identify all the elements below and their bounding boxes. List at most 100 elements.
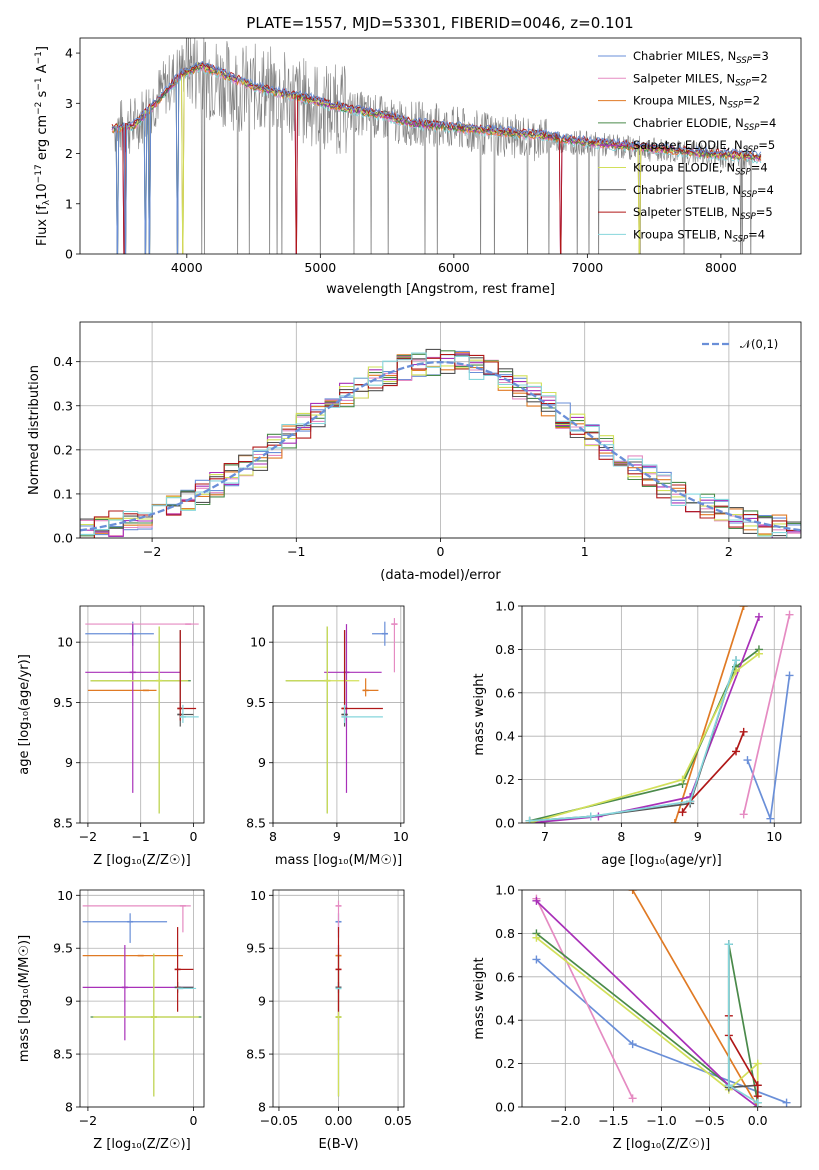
plus-marker (766, 814, 775, 823)
plus-marker (628, 1094, 637, 1103)
weight-line-8 (529, 660, 737, 822)
plot-area-age_vs_Z (85, 621, 199, 814)
y-tick-label: 0.4 (495, 729, 515, 744)
axes-frame (79, 321, 802, 539)
plus-marker (732, 747, 741, 756)
y-tick-label: 0.2 (495, 772, 515, 787)
plot-area-mass_vs_Z (82, 905, 202, 1097)
x-tick-label: 0 (189, 829, 197, 844)
plus-marker (753, 1098, 762, 1107)
y-axis-label: mass weight (472, 673, 487, 755)
y-tick-label: 0.2 (53, 442, 73, 457)
plus-marker (754, 612, 763, 621)
axes-frame (272, 605, 405, 824)
x-tick-label: 8 (269, 829, 277, 844)
axes-massweight_vs_Z: −2.0 −1.5 −1.0 −0.5 0.0 0.0 0.2 0.4 0.6 0.8 1.0 Z [… (472, 883, 802, 1152)
y-tick-label: 10 (250, 888, 266, 903)
plus-marker (743, 756, 752, 765)
plus-marker (532, 933, 541, 942)
x-tick-label: 8 (617, 829, 625, 844)
plus-marker (628, 890, 637, 894)
y-axis-label: mass weight (472, 957, 487, 1039)
x-axis-label: Z [log₁₀(Z/Z☉)] (93, 1137, 190, 1152)
plus-marker (785, 671, 794, 680)
x-tick-label: −2.0 (550, 1113, 580, 1128)
axes-age_vs_Z: −2 −1 0 8.5 9 9.5 10 Z [log₁₀(Z/Z☉)] age [log₁₀(… (17, 605, 205, 868)
plus-marker (686, 797, 695, 806)
x-tick-label: −0.5 (694, 1113, 724, 1128)
y-tick-label: 0.6 (495, 969, 515, 984)
plus-marker (739, 810, 748, 819)
plus-marker (724, 1081, 733, 1090)
y-tick-label: 1.0 (495, 599, 515, 614)
y-tick-label: 9.5 (246, 941, 266, 956)
x-tick-label: 0.0 (748, 1113, 768, 1128)
plus-marker (753, 1059, 762, 1068)
axes-frame (79, 889, 205, 1108)
x-tick-label: 4000 (171, 260, 203, 275)
legend-label: Chabrier MILES, NSSP=3 (633, 49, 769, 66)
axes-massweight_vs_age: 7 8 9 10 0.0 0.2 0.4 0.6 0.8 1.0 age [log₁₀(age/yr… (472, 599, 802, 868)
x-tick-label: 7000 (571, 260, 603, 275)
weight-line-1 (742, 614, 791, 815)
axes-frame (272, 889, 405, 1108)
x-axis-label: E(B-V) (318, 1137, 358, 1152)
plot-area-residual_hist (80, 348, 801, 538)
x-tick-label: 2 (725, 544, 733, 559)
y-tick-label: 0.2 (495, 1056, 515, 1071)
y-tick-label: 1.0 (495, 883, 515, 898)
normal-pdf-curve (80, 360, 801, 532)
y-tick-label: 9 (258, 994, 266, 1009)
x-tick-label: 0.00 (325, 1113, 353, 1128)
x-tick-label: 9 (694, 829, 702, 844)
model-line-0 (111, 61, 762, 254)
x-tick-label: 10 (766, 829, 782, 844)
x-tick-label: −2 (79, 829, 97, 844)
x-tick-label: 9 (333, 829, 341, 844)
y-tick-label: 3 (65, 96, 73, 111)
weight-line-2 (674, 606, 745, 823)
y-tick-label: 10 (57, 635, 73, 650)
x-tick-label: 10 (393, 829, 409, 844)
y-tick-label: 8 (65, 1100, 73, 1115)
x-axis-label: Z [log₁₀(Z/Z☉)] (613, 1137, 710, 1152)
x-tick-label: −1.5 (598, 1113, 628, 1128)
weight-line-2 (631, 890, 759, 1107)
y-tick-label: 0.8 (495, 926, 515, 941)
y-tick-label: 9.5 (246, 695, 266, 710)
plus-marker (753, 1081, 762, 1090)
y-tick-label: 0.0 (53, 531, 73, 546)
x-axis-label: age [log₁₀(age/yr)] (601, 853, 722, 868)
y-axis-label: Flux [fλ10−17 erg cm−2 s−1 A−1] (34, 46, 52, 246)
x-axis-label: Z [log₁₀(Z/Z☉)] (93, 853, 190, 868)
axes-mass_vs_ebv: −0.05 0.00 0.05 8 8.5 9 9.5 10 E(B-V) (246, 888, 412, 1152)
histogram-steps-7 (80, 353, 801, 538)
y-tick-label: 0.0 (495, 816, 515, 831)
plus-marker (678, 775, 687, 784)
plus-marker (678, 808, 687, 817)
y-tick-label: 0.8 (495, 642, 515, 657)
x-tick-label: −1 (131, 829, 149, 844)
y-tick-label: 8.5 (53, 1047, 73, 1062)
y-tick-label: 8 (258, 1100, 266, 1115)
legend-label: 𝒩(0,1) (740, 337, 778, 351)
y-axis-label: age [log₁₀(age/yr)] (17, 654, 32, 775)
plus-marker (724, 940, 733, 949)
x-axis-label: (data-model)/error (380, 568, 501, 583)
x-tick-label: −2 (143, 544, 161, 559)
x-tick-label: −1 (287, 544, 305, 559)
y-tick-label: 8.5 (53, 816, 73, 831)
y-tick-label: 0 (65, 247, 73, 262)
y-tick-label: 10 (250, 635, 266, 650)
x-axis-label: wavelength [Angstrom, rest frame] (326, 282, 555, 297)
axes-residual_hist: −2 −1 0 1 2 0.0 0.1 0.2 0.3 0.4 (data-model)/error… (27, 321, 802, 583)
plus-marker (586, 812, 595, 821)
y-tick-label: 9 (258, 755, 266, 770)
plus-marker (670, 819, 679, 823)
plus-marker (785, 610, 794, 619)
plus-marker (782, 1098, 791, 1107)
x-axis-label: mass [log₁₀(M/M☉)] (275, 853, 402, 868)
plot-area-massweight_vs_age (525, 606, 794, 823)
axes-frame (521, 889, 802, 1108)
x-tick-label: 7 (541, 829, 549, 844)
